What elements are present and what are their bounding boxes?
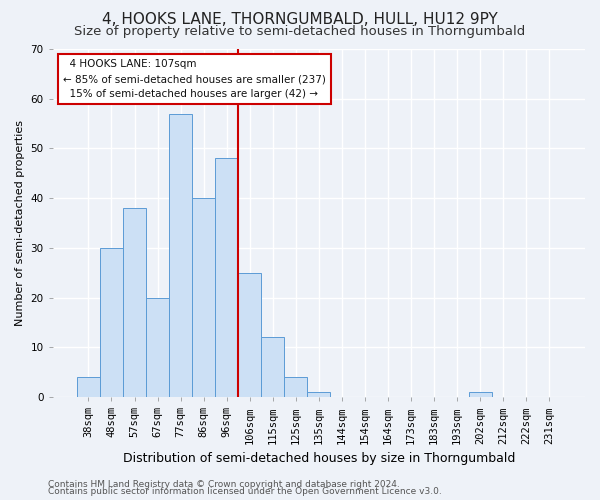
Y-axis label: Number of semi-detached properties: Number of semi-detached properties [15,120,25,326]
Text: Size of property relative to semi-detached houses in Thorngumbald: Size of property relative to semi-detach… [74,25,526,38]
Bar [469,392,491,397]
Bar [146,298,169,397]
Bar [261,338,284,397]
Text: Contains HM Land Registry data © Crown copyright and database right 2024.: Contains HM Land Registry data © Crown c… [48,480,400,489]
Bar [77,377,100,397]
Text: Contains public sector information licensed under the Open Government Licence v3: Contains public sector information licen… [48,487,442,496]
Bar [123,208,146,397]
Text: 4 HOOKS LANE: 107sqm
← 85% of semi-detached houses are smaller (237)
  15% of se: 4 HOOKS LANE: 107sqm ← 85% of semi-detac… [64,60,326,99]
X-axis label: Distribution of semi-detached houses by size in Thorngumbald: Distribution of semi-detached houses by … [122,452,515,465]
Bar [169,114,192,397]
Bar [192,198,215,397]
Bar [307,392,331,397]
Bar [284,377,307,397]
Bar [238,273,261,397]
Text: 4, HOOKS LANE, THORNGUMBALD, HULL, HU12 9PY: 4, HOOKS LANE, THORNGUMBALD, HULL, HU12 … [102,12,498,28]
Bar [100,248,123,397]
Bar [215,158,238,397]
